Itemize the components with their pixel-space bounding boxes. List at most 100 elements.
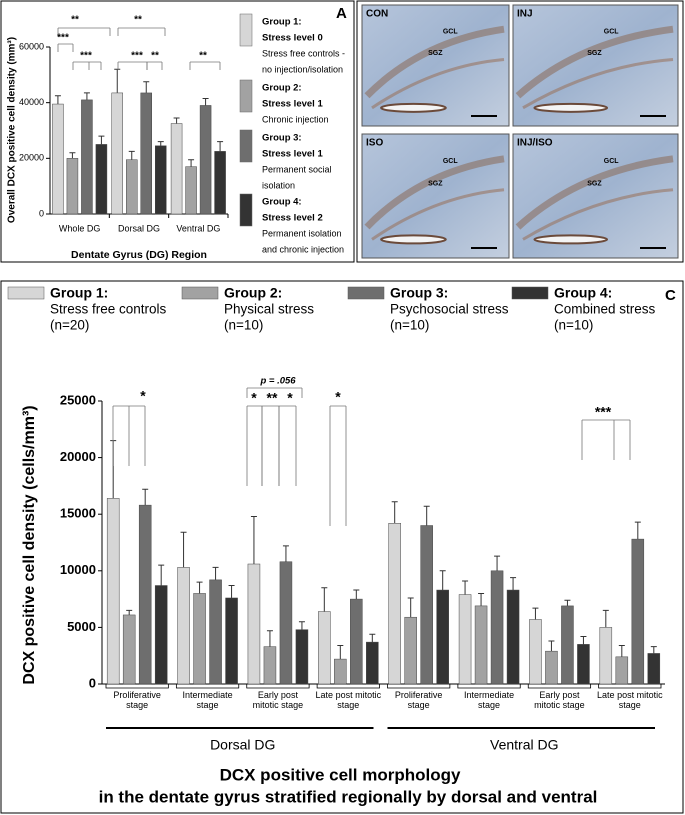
y-tick-label: 0 — [89, 675, 96, 690]
legend-level: Stress level 1 — [262, 149, 323, 160]
bar — [247, 563, 261, 685]
legend-swatch — [239, 193, 253, 227]
tissue-band — [515, 25, 674, 99]
error-bar — [494, 555, 501, 571]
legend-description: Permanent isolation — [262, 228, 342, 238]
error-bar — [423, 505, 430, 526]
x-tick-label: Intermediate stage — [464, 690, 515, 710]
error-bar — [548, 640, 555, 652]
category-bracket — [105, 684, 169, 689]
legend-description: isolation — [262, 180, 295, 190]
legend-name: Group 2: — [224, 285, 282, 301]
bar — [436, 589, 449, 685]
significance-label: ** — [199, 51, 207, 62]
legend-name: Group 3: — [390, 285, 448, 301]
y-tick-label: 25000 — [60, 392, 96, 407]
y-tick-label: 15000 — [60, 506, 96, 521]
bar — [599, 627, 613, 685]
error-bar — [602, 609, 609, 628]
legend-swatch — [7, 286, 45, 300]
significance-bracket — [117, 27, 166, 36]
x-tick-label: Late post mitotic stage — [597, 690, 663, 710]
category-bracket — [316, 684, 380, 689]
image-label: INJ — [517, 9, 533, 20]
significance-label: *** — [57, 33, 69, 44]
legend-description: Psychosocial stress — [390, 302, 509, 317]
y-axis-title: Overall DCX positive cell density (mm³) — [7, 37, 18, 223]
significance-bracket — [261, 405, 280, 486]
bar — [52, 103, 64, 215]
bar — [506, 589, 520, 685]
bar — [388, 523, 401, 685]
error-bar — [83, 92, 90, 100]
legend-description: Permanent social — [262, 164, 332, 174]
panel-label: A — [336, 5, 347, 22]
region-label: Ventral DG — [490, 737, 558, 753]
legend-name: Group 1: — [50, 285, 108, 301]
bar — [350, 598, 363, 685]
legend-description: Physical stress — [224, 302, 314, 317]
error-bar — [321, 587, 328, 612]
category-bracket — [246, 684, 310, 689]
bar — [122, 614, 136, 685]
layer-label: GCL — [443, 28, 459, 35]
legend-name: Group 2: — [262, 83, 302, 94]
tissue-band — [364, 155, 505, 230]
legend-n: (n=10) — [390, 318, 429, 333]
bar — [577, 644, 590, 685]
tissue-band — [515, 155, 674, 230]
bar — [420, 525, 433, 685]
legend-name: Group 1: — [262, 17, 302, 28]
error-bar — [337, 645, 344, 660]
error-bar — [157, 141, 164, 146]
error-bar — [143, 81, 150, 93]
error-bar — [188, 159, 195, 167]
image-label: CON — [366, 9, 388, 20]
significance-bracket — [581, 419, 631, 460]
error-bar — [202, 97, 209, 106]
bar — [295, 629, 309, 685]
error-bar — [126, 609, 133, 615]
error-bar — [173, 117, 180, 124]
y-tick-label: 0 — [39, 208, 44, 218]
bar — [81, 99, 93, 215]
x-tick-label: Ventral DG — [176, 223, 220, 233]
error-bar — [353, 589, 360, 600]
bar — [545, 650, 558, 685]
significance-label: p = .056 — [259, 376, 296, 387]
error-bar — [439, 570, 446, 591]
layer-label: GCL — [604, 158, 620, 165]
bar — [95, 144, 108, 215]
error-bar — [250, 515, 257, 565]
panel-c-frame — [0, 280, 684, 814]
legend-description: Stress free controls - — [262, 48, 345, 58]
error-bar — [580, 635, 587, 645]
error-bar — [532, 607, 539, 620]
error-bar — [369, 633, 376, 643]
region-label: Dorsal DG — [210, 737, 275, 753]
legend-swatch — [239, 129, 253, 163]
error-bar — [407, 597, 414, 618]
layer-label: GCL — [604, 28, 620, 35]
significance-bracket — [112, 405, 146, 466]
error-bar — [69, 152, 76, 159]
x-tick-label: Early post mitotic stage — [252, 690, 304, 710]
layer-label: SGZ — [587, 180, 602, 187]
tissue-band — [522, 57, 674, 110]
bar — [615, 656, 629, 685]
bar — [458, 594, 472, 685]
legend-n: (n=10) — [554, 318, 593, 333]
x-tick-label: Whole DG — [59, 223, 101, 233]
significance-bracket — [117, 61, 148, 70]
bar — [404, 616, 417, 685]
significance-label: * — [287, 390, 293, 406]
legend-swatch — [347, 286, 385, 300]
x-tick-label: Early post mitotic stage — [534, 690, 585, 710]
y-tick-label: 60000 — [19, 41, 44, 51]
bar — [366, 641, 379, 685]
panel-b-frame — [356, 0, 684, 263]
bar — [138, 504, 152, 685]
panel-label: C — [665, 287, 676, 304]
error-bar — [391, 501, 398, 524]
